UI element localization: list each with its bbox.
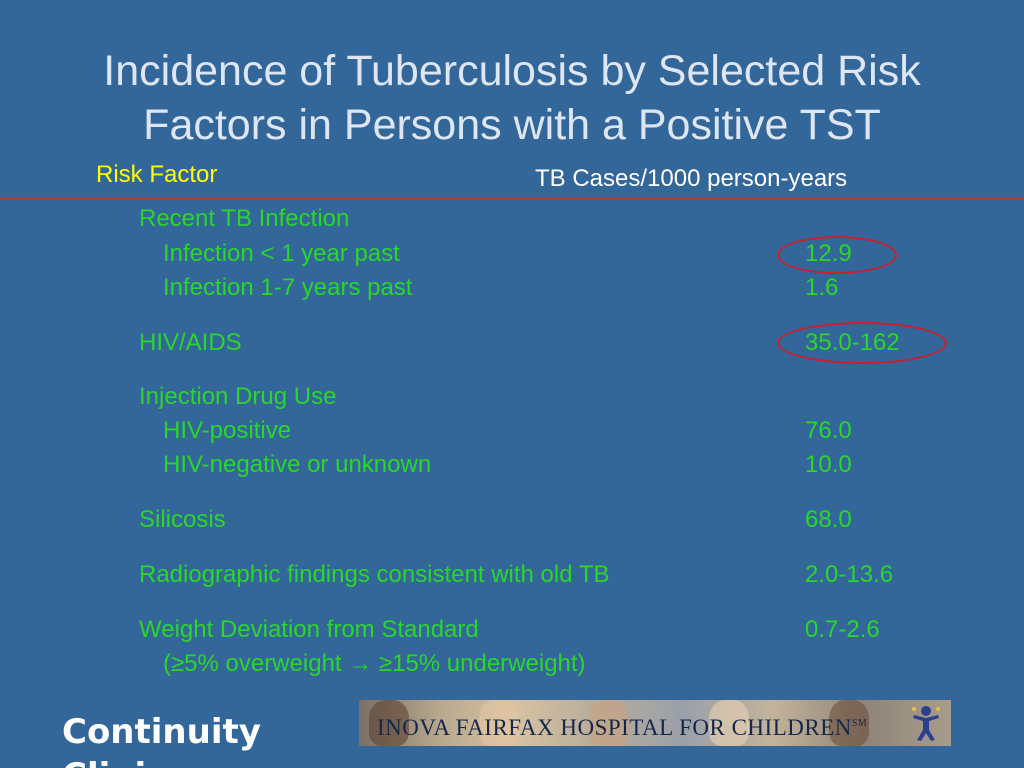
row-label-recent-tb-infection: Recent TB Infection — [139, 205, 350, 232]
hospital-banner: INOVA FAIRFAX HOSPITAL FOR CHILDRENSM — [359, 700, 951, 746]
hospital-logo-icon — [912, 706, 940, 741]
hospital-name: INOVA FAIRFAX HOSPITAL FOR CHILDRENSM — [377, 711, 867, 741]
column-header-risk-factor: Risk Factor — [96, 161, 218, 188]
banner-photo-child-2 — [479, 700, 519, 746]
column-header-tb-cases: TB Cases/1000 person-years — [535, 165, 848, 192]
row-label-weight-deviation: Weight Deviation from Standard — [139, 616, 479, 643]
row-value-weight-deviation: 0.7-2.6 — [805, 616, 880, 643]
slide-title: Incidence of Tuberculosis by Selected Ri… — [0, 44, 1024, 152]
highlight-circle-infection-lt-1yr — [777, 236, 897, 274]
row-label-hiv-negative: HIV-negative or unknown — [163, 451, 432, 478]
row-value-hiv-positive: 76.0 — [805, 417, 852, 444]
slide-title-line-1: Incidence of Tuberculosis by Selected Ri… — [103, 47, 921, 95]
row-value-hiv-negative: 10.0 — [805, 451, 852, 478]
row-label-silicosis: Silicosis — [139, 506, 226, 533]
hospital-name-text: INOVA FAIRFAX HOSPITAL FOR CHILDREN — [377, 715, 852, 740]
row-label-injection-drug-use: Injection Drug Use — [139, 383, 337, 410]
row-value-infection-1-7yr: 1.6 — [805, 274, 839, 301]
continuity-clinic-line-1: Continuity — [62, 712, 261, 752]
row-label-radiographic-findings: Radiographic findings consistent with ol… — [139, 561, 610, 588]
row-value-radiographic-findings: 2.0-13.6 — [805, 561, 894, 588]
highlight-circle-hiv-aids — [777, 322, 947, 364]
service-mark: SM — [851, 718, 868, 729]
row-label-hiv-positive: HIV-positive — [163, 417, 292, 444]
row-value-silicosis: 68.0 — [805, 506, 852, 533]
row-label-weight-deviation-range: (≥5% overweight → ≥15% underweight) — [163, 650, 586, 677]
continuity-clinic-line-2: Clinic — [62, 754, 362, 768]
continuity-clinic-label: Continuity Clinic — [62, 710, 362, 768]
row-label-infection-1-7yr: Infection 1-7 years past — [163, 274, 413, 301]
banner-photo-child-1 — [369, 700, 409, 746]
banner-photo-child-4 — [709, 700, 749, 746]
header-divider — [0, 197, 1024, 199]
slide-title-line-2: Factors in Persons with a Positive TST — [143, 101, 881, 149]
banner-photo-child-5 — [829, 700, 869, 746]
row-label-infection-lt-1yr: Infection < 1 year past — [163, 240, 400, 267]
banner-photo-child-3 — [589, 700, 629, 746]
row-label-hiv-aids: HIV/AIDS — [139, 329, 242, 356]
